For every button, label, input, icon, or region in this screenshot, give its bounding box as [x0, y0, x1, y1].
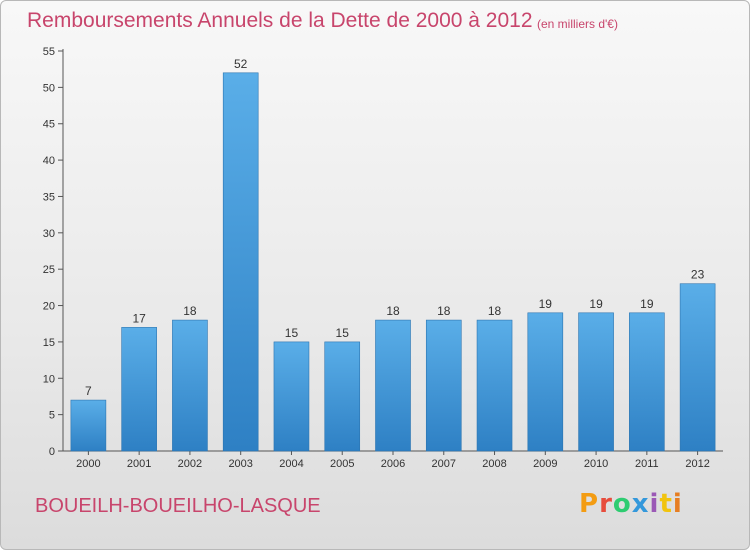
- y-tick-label: 15: [43, 337, 55, 349]
- y-tick-label: 50: [43, 82, 55, 94]
- bar-value-label: 18: [437, 304, 451, 318]
- x-tick-label: 2011: [635, 458, 659, 470]
- logo-letter: i: [672, 489, 683, 519]
- x-tick-label: 2008: [482, 458, 506, 470]
- bar-2005: [324, 341, 361, 452]
- x-tick-label: 2005: [330, 458, 354, 470]
- y-tick-label: 5: [49, 410, 55, 422]
- bar-2012: [679, 283, 716, 452]
- bar-value-label: 15: [285, 326, 299, 340]
- x-tick-label: 2000: [76, 458, 100, 470]
- y-tick-label: 0: [49, 446, 55, 458]
- bar-2009: [527, 312, 564, 452]
- y-tick-label: 55: [43, 46, 55, 58]
- bar-value-label: 18: [386, 304, 400, 318]
- y-tick-label: 40: [43, 155, 55, 167]
- chart-unit: (en milliers d'€): [537, 17, 618, 31]
- bar-value-label: 19: [589, 297, 603, 311]
- logo-letter: t: [659, 489, 673, 519]
- bar-value-label: 19: [539, 297, 553, 311]
- x-tick-label: 2001: [127, 458, 151, 470]
- bar-2007: [425, 319, 462, 452]
- proxiti-logo: Proxiti: [579, 489, 683, 519]
- y-tick-label: 35: [43, 191, 55, 203]
- bar-value-label: 18: [183, 304, 197, 318]
- y-tick-label: 45: [43, 119, 55, 131]
- bar-value-label: 17: [132, 311, 146, 325]
- chart-title: Remboursements Annuels de la Dette de 20…: [27, 9, 533, 32]
- y-tick-label: 10: [43, 373, 55, 385]
- x-tick-label: 2002: [178, 458, 202, 470]
- bar-2002: [172, 319, 208, 452]
- commune-name: BOUEILH-BOUEILHO-LASQUE: [35, 495, 321, 517]
- bar-value-label: 7: [85, 384, 92, 398]
- bars: [70, 72, 716, 452]
- y-tick-label: 25: [43, 264, 55, 276]
- bar-2004: [273, 341, 310, 452]
- bar-labels: 7 17 18 52 15 15 18 18 18 19 19 19 23: [85, 57, 705, 398]
- x-tick-label: 2010: [584, 458, 608, 470]
- y-tick-label: 20: [43, 301, 55, 313]
- bar-2000: [70, 399, 107, 452]
- logo-letter: x: [631, 489, 650, 519]
- x-tick-label: 2012: [685, 458, 709, 470]
- bar-2006: [375, 319, 411, 452]
- logo-letter: i: [649, 489, 660, 519]
- y-tick-label: 30: [43, 228, 55, 240]
- x-tick-label: 2006: [381, 458, 405, 470]
- x-tick-label: 2007: [432, 458, 456, 470]
- logo-letter: P: [579, 489, 600, 519]
- logo-letter: r: [599, 489, 613, 519]
- x-tick-label: 2003: [228, 458, 252, 470]
- bar-value-label: 15: [336, 326, 350, 340]
- bar-2003: [222, 72, 259, 452]
- bar-2010: [578, 312, 614, 452]
- bar-value-label: 52: [234, 57, 248, 71]
- bar-2008: [476, 319, 513, 452]
- bar-value-label: 18: [488, 304, 502, 318]
- logo-letter: o: [612, 489, 632, 519]
- bar-value-label: 23: [691, 268, 705, 282]
- x-tick-label: 2004: [279, 458, 303, 470]
- bar-2011: [629, 312, 665, 452]
- bar-value-label: 19: [640, 297, 654, 311]
- x-tick-label: 2009: [533, 458, 557, 470]
- bar-2001: [121, 327, 157, 452]
